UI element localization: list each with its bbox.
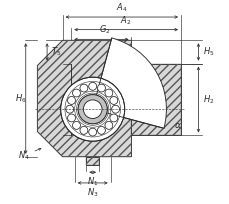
Circle shape <box>61 78 123 140</box>
Circle shape <box>109 96 117 104</box>
Text: $\alpha$: $\alpha$ <box>173 121 181 130</box>
Circle shape <box>109 114 117 122</box>
Circle shape <box>67 96 75 104</box>
Circle shape <box>72 122 80 129</box>
Circle shape <box>72 122 80 129</box>
Circle shape <box>80 126 87 134</box>
Circle shape <box>80 84 87 92</box>
Circle shape <box>80 84 87 92</box>
Circle shape <box>109 114 117 122</box>
Circle shape <box>78 95 107 124</box>
Text: $T_5$: $T_5$ <box>50 46 61 58</box>
Circle shape <box>88 128 96 136</box>
Circle shape <box>83 100 101 119</box>
Circle shape <box>83 100 101 119</box>
Circle shape <box>97 84 105 92</box>
Circle shape <box>105 89 112 97</box>
Circle shape <box>105 122 112 129</box>
Circle shape <box>88 128 96 136</box>
Circle shape <box>109 96 117 104</box>
Text: $H_2$: $H_2$ <box>202 93 213 106</box>
Circle shape <box>78 95 107 124</box>
Wedge shape <box>92 38 166 128</box>
Circle shape <box>67 96 75 104</box>
Circle shape <box>111 105 119 113</box>
Circle shape <box>66 105 73 113</box>
Text: $B_2$: $B_2$ <box>115 115 164 127</box>
Circle shape <box>97 84 105 92</box>
Circle shape <box>60 77 124 141</box>
Circle shape <box>67 114 75 122</box>
Circle shape <box>111 105 119 113</box>
Polygon shape <box>86 157 98 165</box>
Text: $N_4$: $N_4$ <box>18 148 41 162</box>
Circle shape <box>97 126 105 134</box>
Text: $A_4$: $A_4$ <box>115 2 127 14</box>
Circle shape <box>80 126 87 134</box>
Circle shape <box>88 82 96 90</box>
Text: $N_3$: $N_3$ <box>87 186 98 199</box>
Circle shape <box>97 126 105 134</box>
Circle shape <box>105 89 112 97</box>
Circle shape <box>66 105 73 113</box>
Text: $N_1$: $N_1$ <box>87 176 98 188</box>
Circle shape <box>72 89 80 97</box>
Circle shape <box>67 114 75 122</box>
Polygon shape <box>37 40 131 157</box>
Text: $H_5$: $H_5$ <box>202 46 213 58</box>
Circle shape <box>88 82 96 90</box>
Text: $H_6$: $H_6$ <box>15 92 27 105</box>
Text: $G_2$: $G_2$ <box>99 24 111 37</box>
Circle shape <box>72 89 80 97</box>
Text: $A_2$: $A_2$ <box>120 14 131 27</box>
Circle shape <box>105 122 112 129</box>
Polygon shape <box>131 64 180 135</box>
